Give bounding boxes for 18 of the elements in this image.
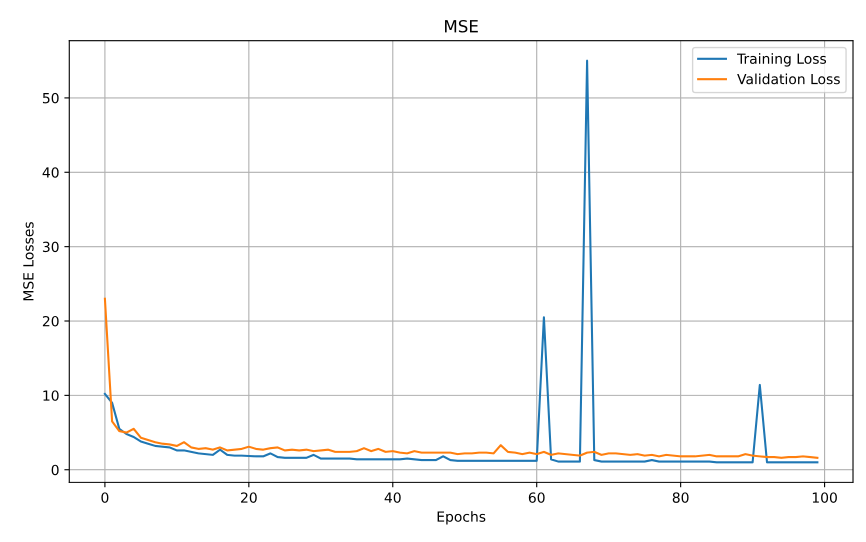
legend-label: Validation Loss	[737, 74, 840, 84]
y-tick-label: 40	[42, 167, 59, 178]
line-series	[104, 298, 818, 459]
x-axis-title: Epochs	[438, 511, 486, 525]
x-tick-label: 60	[528, 492, 545, 503]
y-tick-label: 10	[43, 390, 59, 401]
y-axis-title: MSE Losses	[23, 222, 34, 300]
x-tick-label: 40	[384, 492, 401, 503]
y-tick-label: 30	[42, 242, 59, 252]
y-tick-label: 0	[52, 464, 59, 476]
y-tick-label: 20	[42, 316, 59, 326]
legend-label: Training Loss	[737, 53, 826, 67]
y-tick-label: 50	[42, 92, 59, 104]
x-tick-label: 20	[241, 492, 257, 503]
x-tick-label: 80	[672, 492, 689, 503]
chart-title: MSE	[445, 20, 478, 33]
x-tick-label: 0	[101, 492, 108, 503]
x-tick-label: 100	[812, 492, 837, 503]
